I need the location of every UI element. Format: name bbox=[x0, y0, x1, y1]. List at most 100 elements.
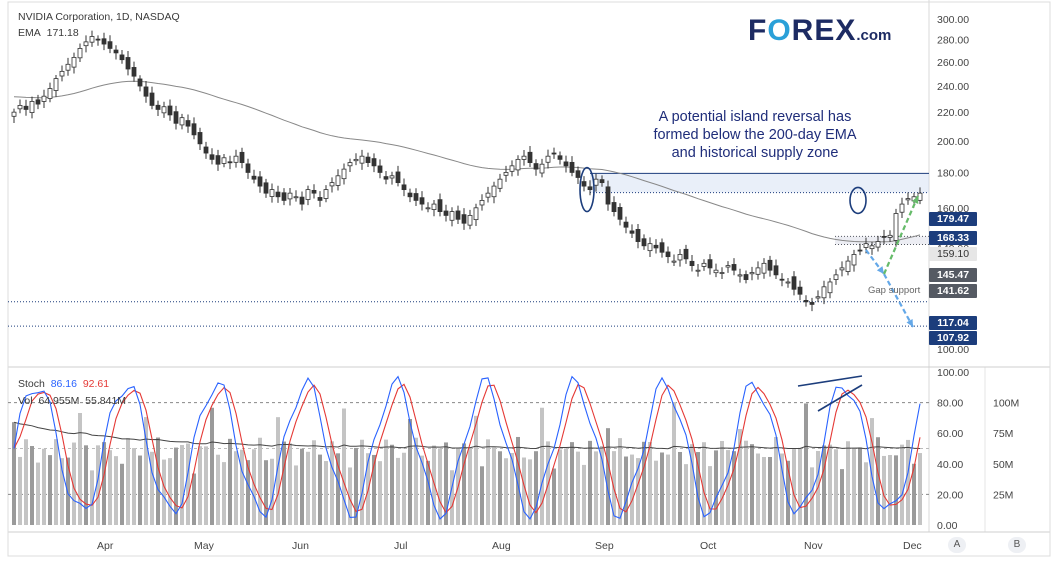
annotation-line: and historical supply zone bbox=[671, 145, 839, 161]
stoch-tick-label: 20.00 bbox=[937, 489, 963, 501]
volume-bar bbox=[876, 437, 880, 525]
candle-body bbox=[419, 197, 425, 205]
candle-body bbox=[269, 189, 275, 197]
volume-bar bbox=[888, 454, 892, 525]
stoch-k-value: 86.16 bbox=[50, 378, 77, 390]
volume-bar bbox=[492, 447, 496, 525]
candle-body bbox=[695, 269, 701, 272]
candle-body bbox=[77, 48, 83, 59]
candle-body bbox=[833, 274, 839, 280]
candle-body bbox=[35, 99, 41, 105]
volume-bar bbox=[378, 461, 382, 525]
volume-bar bbox=[324, 461, 328, 525]
candle-body bbox=[671, 260, 677, 263]
volume-bar bbox=[744, 440, 748, 525]
candle-body bbox=[719, 272, 725, 274]
candle-body bbox=[263, 182, 269, 194]
candle-body bbox=[143, 86, 149, 97]
volume-bar bbox=[174, 447, 178, 525]
candle-body bbox=[533, 163, 539, 170]
month-label: Apr bbox=[97, 540, 114, 552]
volume-bar bbox=[60, 458, 64, 525]
candle-body bbox=[17, 105, 23, 110]
candle-body bbox=[509, 165, 515, 172]
candle-body bbox=[815, 296, 821, 299]
volume-bar bbox=[120, 463, 124, 525]
candle-body bbox=[875, 241, 881, 248]
stoch-tick-label: 40.00 bbox=[937, 459, 963, 471]
island-gap-ellipse bbox=[579, 166, 595, 213]
volume-bar bbox=[648, 441, 652, 525]
candle-body bbox=[749, 272, 755, 275]
volume-bar bbox=[144, 417, 148, 525]
candle-body bbox=[59, 70, 65, 77]
candle-body bbox=[347, 162, 353, 167]
volume-bar bbox=[390, 444, 394, 525]
stoch-tick-label: 100.00 bbox=[937, 367, 969, 379]
volume-bar bbox=[726, 450, 730, 525]
candle-body bbox=[131, 67, 137, 77]
candle-body bbox=[539, 163, 545, 174]
candle-body bbox=[287, 192, 293, 200]
volume-bar bbox=[582, 464, 586, 525]
candle-body bbox=[107, 41, 113, 49]
candle-body bbox=[887, 234, 893, 238]
log-scale-button[interactable]: B bbox=[1008, 537, 1026, 553]
candle-body bbox=[491, 185, 497, 198]
candle-body bbox=[725, 265, 731, 268]
candle-body bbox=[221, 157, 227, 164]
volume-bar bbox=[102, 442, 106, 525]
candle-body bbox=[245, 163, 251, 173]
stoch-tick-label: 80.00 bbox=[937, 398, 963, 410]
volume-bar bbox=[18, 456, 22, 525]
volume-bar bbox=[558, 449, 562, 525]
candle-body bbox=[407, 192, 413, 198]
candle-body bbox=[125, 57, 131, 70]
candle-body bbox=[203, 146, 209, 154]
candle-body bbox=[785, 281, 791, 284]
down-arrow-to-gap-head bbox=[876, 266, 884, 274]
volume-bar bbox=[66, 457, 70, 525]
volume-bar bbox=[198, 446, 202, 525]
volume-bar bbox=[348, 467, 352, 525]
volume-bar bbox=[600, 445, 604, 525]
auto-scale-button[interactable]: A bbox=[948, 537, 966, 553]
volume-bar bbox=[282, 441, 286, 525]
volume-bar bbox=[414, 437, 418, 525]
volume-bar bbox=[696, 452, 700, 525]
volume-bar bbox=[552, 468, 556, 525]
candle-body bbox=[503, 172, 509, 176]
volume-bar bbox=[42, 448, 46, 525]
month-label: Nov bbox=[804, 540, 823, 552]
volume-bar bbox=[912, 463, 916, 525]
candle-body bbox=[743, 274, 749, 280]
candle-body bbox=[449, 211, 455, 221]
volume-bar bbox=[396, 457, 400, 525]
candle-body bbox=[389, 175, 395, 179]
candle-body bbox=[257, 176, 263, 187]
price-tick-label: 280.00 bbox=[937, 35, 969, 47]
volume-bar bbox=[852, 447, 856, 525]
candle-body bbox=[383, 176, 389, 180]
candle-body bbox=[53, 78, 59, 91]
volume-bar bbox=[570, 442, 574, 525]
annotation-line: formed below the 200-day EMA bbox=[653, 127, 857, 143]
stoch-label: Stoch bbox=[18, 378, 45, 390]
volume-bar bbox=[642, 441, 646, 525]
volume-bar bbox=[846, 441, 850, 525]
volume-bar bbox=[822, 445, 826, 525]
candle-body bbox=[23, 105, 29, 110]
volume-bar bbox=[312, 440, 316, 525]
volume-bar bbox=[384, 439, 388, 525]
candle-body bbox=[473, 207, 479, 221]
volume-bar bbox=[474, 415, 478, 525]
month-label: Jun bbox=[292, 540, 309, 552]
volume-bar bbox=[420, 455, 424, 525]
volume-bar bbox=[402, 452, 406, 525]
month-label: Sep bbox=[595, 540, 614, 552]
candle-body bbox=[323, 189, 329, 199]
volume-bar bbox=[54, 439, 58, 525]
candle-body bbox=[563, 161, 569, 167]
